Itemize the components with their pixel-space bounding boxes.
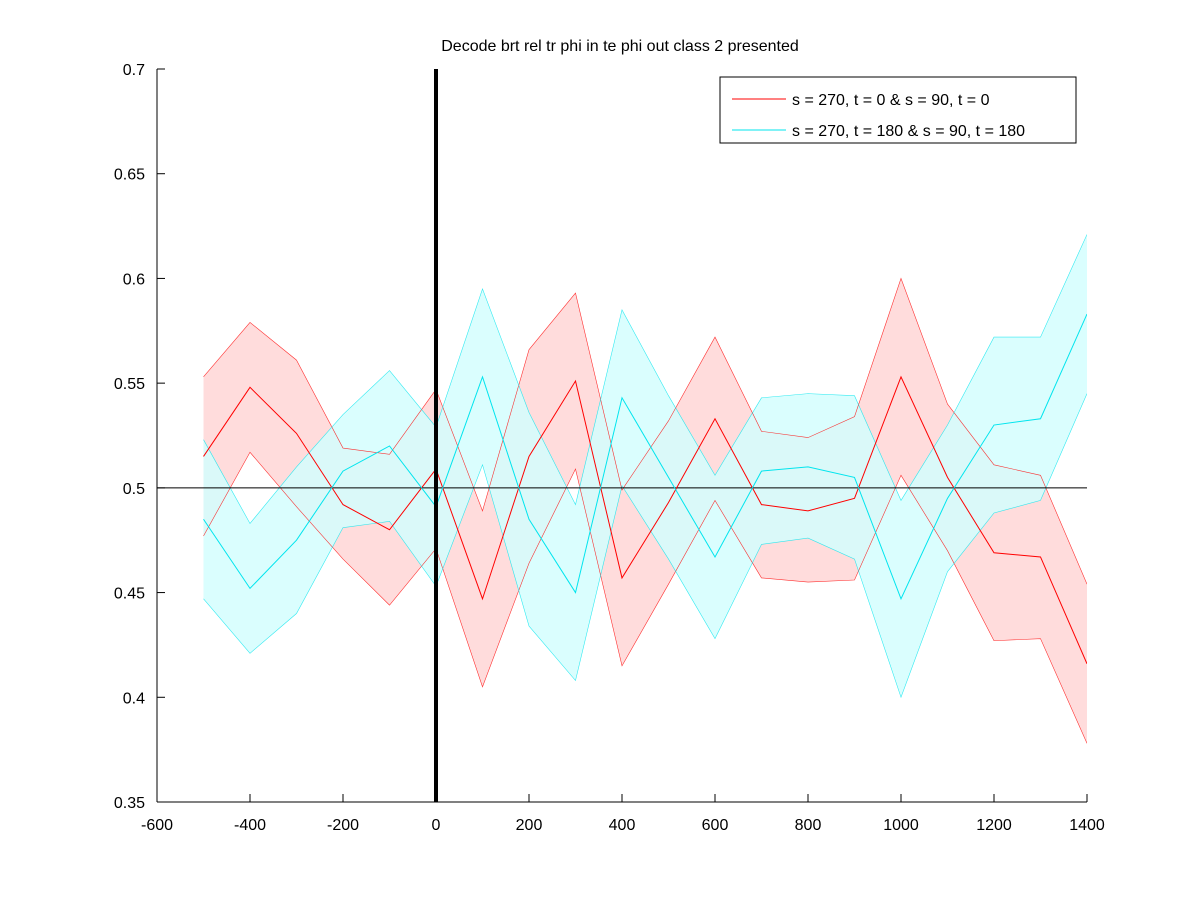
- legend-label-1: s = 270, t = 0 & s = 90, t = 0: [792, 92, 990, 109]
- y-tick-label: 0.4: [123, 690, 145, 707]
- plot-area: [157, 69, 1087, 802]
- chart-title: Decode brt rel tr phi in te phi out clas…: [441, 38, 799, 55]
- x-tick-label: -200: [327, 817, 359, 834]
- legend: s = 270, t = 0 & s = 90, t = 0 s = 270, t…: [719, 76, 1077, 144]
- series-1-upper-bound: [203, 277, 1087, 585]
- x-tick-label: 400: [609, 817, 636, 834]
- y-tick-label: 0.55: [114, 376, 145, 393]
- x-tick-label: -400: [234, 817, 266, 834]
- y-tick-label: 0.7: [123, 62, 145, 79]
- x-tick-label: 600: [702, 817, 729, 834]
- series-1-lower-bound: [203, 451, 1087, 744]
- x-tick-label: 1000: [883, 817, 919, 834]
- series-2-band: [203, 234, 1087, 698]
- x-tick-label: 1400: [1069, 817, 1105, 834]
- x-tick-label: -600: [141, 817, 173, 834]
- y-tick-label: 0.5: [123, 481, 145, 498]
- y-tick-label: 0.35: [114, 795, 145, 812]
- y-tick-label: 0.45: [114, 586, 145, 603]
- legend-label-2: s = 270, t = 180 & s = 90, t = 180: [792, 123, 1025, 140]
- x-tick-label: 200: [516, 817, 543, 834]
- y-tick-label: 0.6: [123, 271, 145, 288]
- legend-box: [719, 76, 1077, 144]
- y-tick-label: 0.65: [114, 167, 145, 184]
- x-tick-label: 800: [795, 817, 822, 834]
- axes: -600 -400 -200 0 200 400 600 800 1000 1200 1400 0.3…: [114, 62, 1105, 834]
- series-2-upper-bound: [203, 234, 1087, 524]
- series-2-lower-bound: [203, 393, 1087, 699]
- x-tick-label: 1200: [976, 817, 1012, 834]
- series-2-line: [203, 313, 1087, 601]
- series-1-line: [203, 375, 1087, 664]
- x-tick-label: 0: [432, 817, 441, 834]
